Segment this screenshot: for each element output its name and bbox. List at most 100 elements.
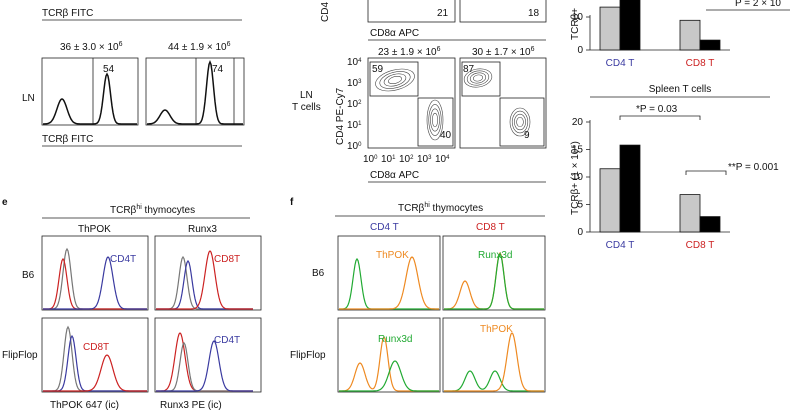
y-tick-label: 104 [347, 57, 362, 68]
gate-value: 59 [372, 64, 384, 75]
y-tick-label: 100 [347, 141, 362, 152]
density-contour [514, 113, 526, 131]
y-tick-label: 10 [572, 172, 584, 183]
annotation: *P = 0.03 [636, 104, 678, 115]
tick-exp: 1 [358, 121, 362, 127]
histogram-curve [339, 335, 439, 392]
tick-exp: 2 [358, 100, 362, 106]
tick-base: 10 [435, 154, 447, 165]
row-label: FlipFlop [2, 350, 38, 361]
gate-value: 54 [103, 64, 115, 75]
bracket [619, 115, 701, 120]
x-tick-label: 100 [363, 154, 378, 165]
histogram-curve [43, 256, 147, 310]
header: TCRβhi thymocytes [110, 204, 195, 216]
tick-exp: 0 [374, 155, 378, 161]
y-tick-label: 101 [347, 120, 362, 131]
tick-exp: 4 [358, 58, 362, 64]
tick-base: 10 [381, 154, 393, 165]
x-tick-label: CD4 T [606, 240, 635, 251]
axis-label: Runx3 PE (ic) [160, 400, 222, 411]
x-tick-label: 101 [381, 154, 396, 165]
bracket [685, 170, 727, 175]
scatter-box [367, 57, 456, 149]
column-label: CD4 T [370, 222, 399, 233]
y-tick-label: 15 [572, 145, 584, 156]
curve-label: ThPOK [480, 324, 513, 335]
header: TCRβhi thymocytes [398, 202, 483, 214]
gate-value: 40 [440, 130, 452, 141]
axis-label: CD8α APC [370, 170, 419, 181]
bar [619, 144, 641, 233]
gate-value: 21 [437, 8, 449, 19]
tick-base: 10 [347, 120, 359, 131]
curve-label: CD4T [214, 335, 240, 346]
histogram-box [154, 235, 262, 311]
histogram-curve [156, 259, 253, 310]
row-label: LN [22, 93, 35, 104]
axis-label: TCRβ FITC [42, 8, 93, 19]
x-tick-label: 104 [435, 154, 450, 165]
y-tick-label: 20 [572, 117, 584, 128]
y-tick-label: 0 [577, 227, 583, 238]
x-tick-label: 103 [417, 154, 432, 165]
tick-exp: 1 [392, 155, 396, 161]
axis-label: CD4 PE-Cy7 [335, 87, 346, 145]
column-label: CD8 T [476, 222, 505, 233]
count: 36 ± 3.0 × 106 [60, 41, 123, 53]
density-contour [463, 68, 493, 88]
histogram-curve [156, 250, 253, 310]
x-tick-label: CD4 T [606, 58, 635, 69]
scatter-box [367, 0, 456, 23]
gate-value: 9 [524, 130, 530, 141]
x-tick-label: CD8 T [686, 240, 715, 251]
gate-value: 87 [463, 64, 475, 75]
annotation: **P = 0.001 [728, 162, 779, 173]
density-contour [426, 99, 444, 141]
y-tick-label: 5 [577, 200, 583, 211]
density-contour [472, 74, 484, 82]
histogram-box [337, 317, 441, 393]
histogram-box [154, 317, 262, 393]
density-contour [509, 107, 531, 137]
bar [599, 168, 621, 233]
row-label: B6 [312, 268, 325, 279]
tick-base: 10 [347, 141, 359, 152]
x-tick-label: CD8 T [686, 58, 715, 69]
histogram-curve [444, 252, 544, 310]
y-tick-label: 103 [347, 78, 362, 89]
gate [417, 97, 454, 147]
curve-label: CD8T [83, 342, 109, 353]
histogram-box [442, 235, 546, 311]
panel-letter: e [2, 197, 8, 208]
column-label: Runx3 [188, 224, 217, 235]
row-label: B6 [22, 270, 35, 281]
bar [679, 19, 701, 51]
curve-label: CD8T [214, 254, 240, 265]
y-tick-label: 102 [347, 99, 362, 110]
bar [619, 0, 641, 51]
histogram-box [442, 317, 546, 393]
gate-value: 74 [212, 64, 224, 75]
bar [679, 194, 701, 233]
tick-base: 10 [417, 154, 429, 165]
column-label: ThPOK [78, 224, 111, 235]
chart-title: Spleen T cells [649, 84, 711, 95]
row-label: FlipFlop [290, 350, 326, 361]
y-axis-label: TCRβ+ [570, 8, 581, 40]
count: 44 ± 1.9 × 106 [168, 41, 231, 53]
gate [369, 61, 419, 97]
histogram-curve [444, 332, 544, 392]
curve-label: Runx3d [478, 250, 512, 261]
y-tick-label: 0 [577, 45, 583, 56]
tick-base: 10 [347, 78, 359, 89]
histogram-box [337, 235, 441, 311]
axis-label: CD8α APC [370, 28, 419, 39]
bar [699, 39, 721, 51]
gate [499, 97, 545, 147]
density-contour [516, 116, 524, 128]
histogram-curve [444, 251, 544, 310]
panel-letter: f [290, 197, 294, 208]
annotation: P = 2 × 10 [735, 0, 781, 9]
histogram-box [145, 57, 245, 126]
